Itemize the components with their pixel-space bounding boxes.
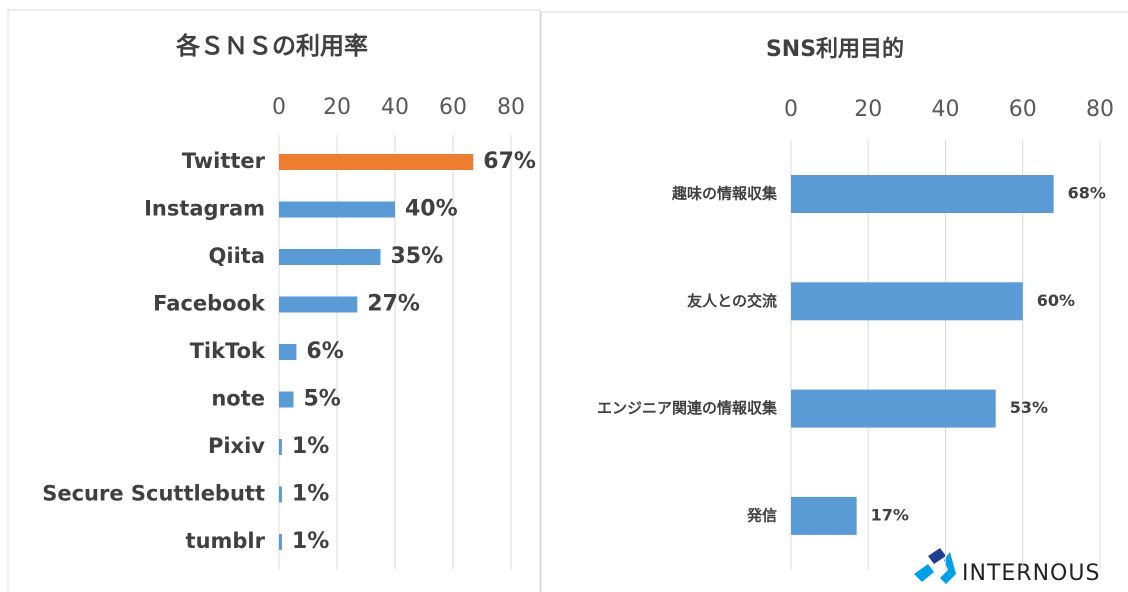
- value-label: 6%: [306, 339, 343, 364]
- category-label: Qiita: [209, 244, 265, 268]
- bar: [279, 296, 358, 313]
- value-label: 17%: [871, 505, 909, 524]
- bar: [279, 154, 474, 170]
- value-label: 53%: [1010, 398, 1048, 417]
- category-label: Secure Scuttlebutt: [42, 482, 265, 506]
- bar: [791, 175, 1054, 213]
- bar: [279, 249, 381, 265]
- chart-title: SNS利用目的: [766, 36, 904, 62]
- bar: [279, 391, 294, 408]
- bar: [279, 201, 395, 218]
- logo-icon: [914, 564, 934, 582]
- logo-text: INTERNOUS: [962, 561, 1100, 586]
- value-label: 60%: [1037, 291, 1075, 310]
- bar: [279, 439, 282, 455]
- x-tick-label: 40: [932, 97, 960, 122]
- value-label: 1%: [292, 529, 329, 554]
- category-label: 友人との交流: [687, 292, 777, 310]
- category-label: tumblr: [186, 529, 266, 553]
- x-tick-label: 0: [272, 95, 286, 120]
- chart-title: 各ＳＮＳの利用率: [175, 32, 368, 60]
- value-label: 5%: [304, 387, 341, 412]
- value-label: 40%: [405, 197, 458, 222]
- x-tick-label: 40: [381, 95, 409, 120]
- x-tick-label: 80: [1086, 97, 1114, 122]
- bar: [279, 486, 282, 503]
- value-label: 67%: [483, 149, 536, 174]
- value-label: 1%: [292, 482, 329, 507]
- category-label: 発信: [746, 506, 777, 524]
- logo-icon: [940, 552, 956, 584]
- x-tick-label: 60: [439, 95, 467, 120]
- category-label: エンジニア関連の情報収集: [597, 399, 778, 417]
- bar: [279, 534, 282, 550]
- category-label: Pixiv: [208, 434, 265, 458]
- value-label: 1%: [292, 434, 329, 459]
- x-tick-label: 60: [1009, 97, 1037, 122]
- category-label: Facebook: [153, 292, 266, 316]
- x-tick-label: 20: [854, 97, 882, 122]
- category-label: 趣味の情報収集: [671, 185, 778, 203]
- bar: [791, 282, 1023, 321]
- bar: [791, 496, 857, 535]
- x-tick-label: 80: [497, 95, 525, 120]
- value-label: 68%: [1068, 184, 1106, 203]
- bar: [279, 344, 297, 360]
- value-label: 27%: [367, 292, 420, 317]
- left-panel: [7, 9, 541, 592]
- x-tick-label: 0: [784, 97, 798, 122]
- value-label: 35%: [391, 244, 444, 269]
- bar: [791, 389, 996, 428]
- category-label: TikTok: [190, 339, 266, 363]
- category-label: Twitter: [182, 149, 266, 173]
- category-label: note: [211, 387, 265, 411]
- logo: INTERNOUS: [914, 548, 1100, 586]
- category-label: Instagram: [144, 197, 265, 221]
- x-tick-label: 20: [323, 95, 351, 120]
- logo-icon: [928, 548, 946, 564]
